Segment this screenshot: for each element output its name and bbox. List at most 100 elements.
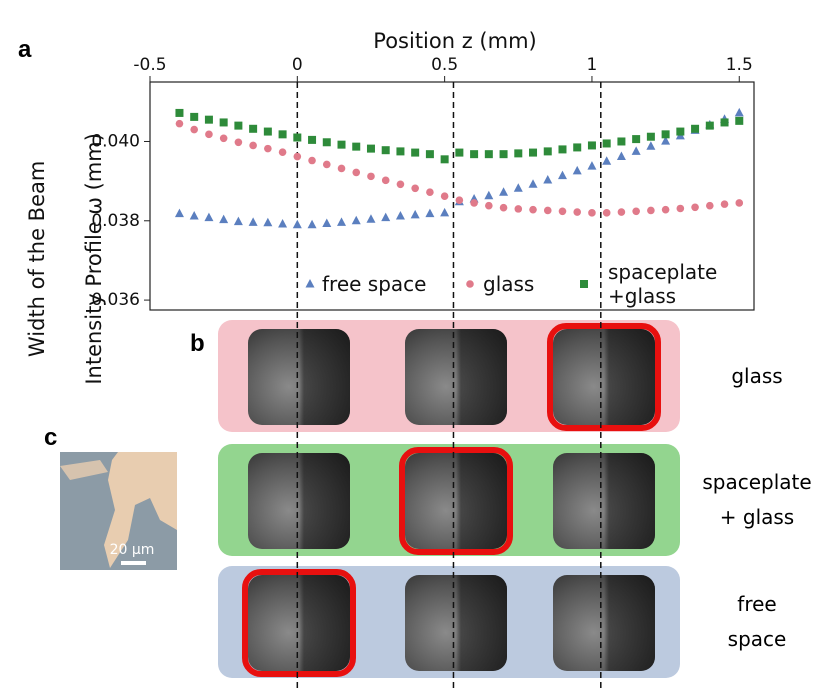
y-axis-title: Intensity Profile ω (mm) xyxy=(82,133,107,385)
data-point xyxy=(529,148,538,157)
data-point xyxy=(381,176,390,185)
image-shade xyxy=(248,329,350,425)
data-point xyxy=(691,124,700,133)
image-shade xyxy=(405,575,507,671)
data-point xyxy=(337,217,347,226)
data-point xyxy=(337,140,346,149)
data-point xyxy=(543,206,552,215)
legend-marker xyxy=(305,279,315,288)
data-point xyxy=(219,118,228,127)
data-point xyxy=(219,214,229,224)
legend-marker xyxy=(580,280,588,288)
data-point xyxy=(528,179,538,188)
data-point xyxy=(631,146,641,155)
data-point xyxy=(587,161,597,170)
data-point xyxy=(588,209,596,217)
data-point xyxy=(705,121,714,130)
data-point xyxy=(249,141,257,150)
data-point xyxy=(263,127,272,136)
data-point xyxy=(616,151,626,161)
data-point xyxy=(691,203,699,212)
focus-frame xyxy=(547,323,661,431)
image-shade xyxy=(553,453,655,549)
data-point xyxy=(337,164,346,173)
data-point xyxy=(632,207,640,216)
image-shade xyxy=(405,329,507,425)
data-point xyxy=(322,218,332,228)
data-point xyxy=(219,134,228,143)
data-point xyxy=(174,208,184,218)
data-point xyxy=(308,156,316,165)
data-point xyxy=(410,209,420,219)
data-point xyxy=(426,188,434,197)
data-point xyxy=(734,107,744,117)
legend-label: free space xyxy=(322,272,427,296)
row-label: spaceplate + glass xyxy=(702,470,812,529)
panel-label: c xyxy=(44,424,58,451)
data-point xyxy=(617,208,626,216)
data-point xyxy=(352,168,361,177)
data-point xyxy=(396,180,405,189)
data-point xyxy=(499,150,508,159)
data-point xyxy=(661,205,670,214)
data-point xyxy=(205,130,213,139)
image-shade xyxy=(405,453,507,549)
y-tick-label: 0.038 xyxy=(91,211,140,231)
image-shade xyxy=(553,575,655,671)
y-tick-label: 0.040 xyxy=(91,131,140,151)
data-point xyxy=(248,217,258,226)
data-point xyxy=(676,204,685,213)
data-point xyxy=(676,127,685,136)
data-point xyxy=(735,116,744,125)
data-point xyxy=(470,150,479,159)
data-point xyxy=(499,187,509,196)
data-point xyxy=(514,149,523,158)
panel-label: a xyxy=(18,36,32,63)
data-point xyxy=(322,160,331,169)
data-point xyxy=(720,118,729,127)
image-shade xyxy=(248,453,350,549)
data-point xyxy=(602,209,611,217)
data-point xyxy=(425,150,434,159)
data-point xyxy=(278,148,287,156)
data-point xyxy=(572,165,582,175)
micrograph: 20 μm xyxy=(60,452,177,570)
data-point xyxy=(381,212,391,222)
data-point xyxy=(175,119,184,128)
data-point xyxy=(278,130,287,139)
data-point xyxy=(514,205,523,213)
image-shade xyxy=(553,329,655,425)
data-point xyxy=(499,203,508,212)
data-point xyxy=(646,132,655,141)
data-point xyxy=(602,156,612,165)
data-point xyxy=(720,200,729,208)
x-tick-label: 0 xyxy=(292,55,303,75)
x-tick-label: 1 xyxy=(587,55,598,75)
data-point xyxy=(632,135,641,144)
data-point xyxy=(189,211,199,220)
data-point xyxy=(366,214,376,223)
panel-label: b xyxy=(190,330,205,357)
data-point xyxy=(617,137,626,146)
row-label: free space xyxy=(727,592,787,651)
data-point xyxy=(293,152,302,161)
data-point xyxy=(557,170,567,180)
focus-frame xyxy=(242,569,356,677)
data-point xyxy=(395,211,405,220)
data-point xyxy=(558,207,567,216)
data-point xyxy=(470,199,478,207)
data-point xyxy=(440,155,449,164)
data-point xyxy=(411,148,420,157)
data-point xyxy=(543,174,553,184)
data-point xyxy=(352,142,361,151)
data-point xyxy=(263,217,273,227)
x-tick-label: 0.5 xyxy=(431,55,458,75)
legend-label: glass xyxy=(483,272,535,296)
data-point xyxy=(485,201,493,210)
x-tick-label: -0.5 xyxy=(133,55,166,75)
data-point xyxy=(425,208,435,218)
data-point xyxy=(513,183,523,192)
data-point xyxy=(367,172,375,181)
row-label: glass xyxy=(731,363,783,388)
